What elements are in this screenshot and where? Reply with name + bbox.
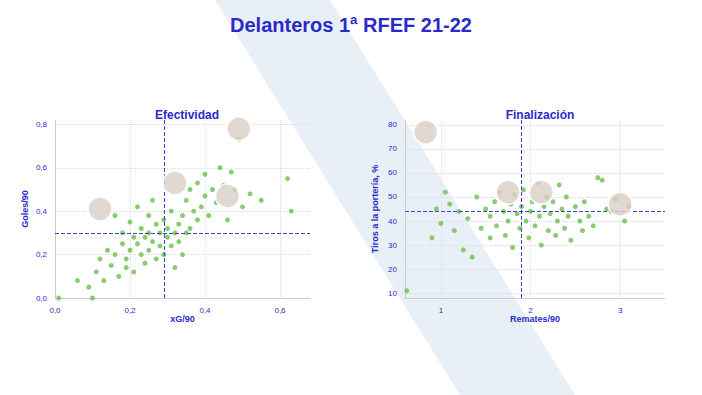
svg-text:0,6: 0,6 <box>36 163 48 172</box>
svg-text:0,2: 0,2 <box>124 306 136 315</box>
svg-text:0,8: 0,8 <box>36 120 48 129</box>
svg-text:3: 3 <box>618 306 623 315</box>
svg-text:0,2: 0,2 <box>36 250 48 259</box>
svg-text:70: 70 <box>388 144 397 153</box>
svg-text:Finalización: Finalización <box>506 108 575 122</box>
svg-text:80: 80 <box>388 120 397 129</box>
svg-text:2: 2 <box>528 306 533 315</box>
svg-text:Goles/90: Goles/90 <box>20 190 30 228</box>
svg-text:Delanteros 1ª RFEF 21-22: Delanteros 1ª RFEF 21-22 <box>230 14 472 36</box>
svg-text:0,0: 0,0 <box>36 294 48 303</box>
svg-text:xG/90: xG/90 <box>170 314 195 324</box>
svg-text:Tiros a la portería, %: Tiros a la portería, % <box>370 165 380 253</box>
svg-text:0,4: 0,4 <box>36 207 48 216</box>
svg-text:Efectividad: Efectividad <box>155 108 219 122</box>
svg-text:0,0: 0,0 <box>49 306 61 315</box>
svg-text:20: 20 <box>388 265 397 274</box>
svg-text:Remates/90: Remates/90 <box>510 314 560 324</box>
svg-text:40: 40 <box>388 217 397 226</box>
svg-text:50: 50 <box>388 192 397 201</box>
svg-text:0,4: 0,4 <box>199 306 211 315</box>
svg-text:0,6: 0,6 <box>274 306 286 315</box>
svg-text:30: 30 <box>388 241 397 250</box>
svg-text:1: 1 <box>439 306 444 315</box>
svg-text:10: 10 <box>388 289 397 298</box>
svg-text:60: 60 <box>388 168 397 177</box>
